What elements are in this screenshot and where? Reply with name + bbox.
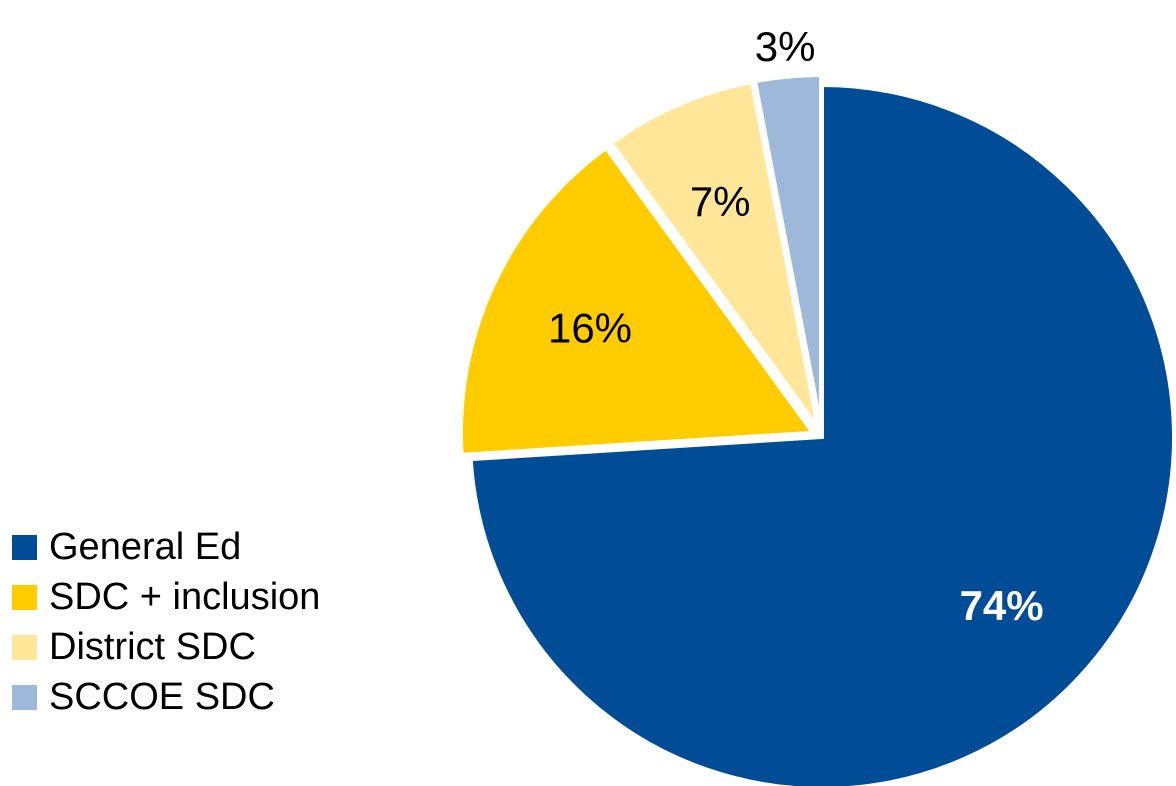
pie-slice-sdc-inclusion [459,145,817,457]
legend-item-sdc-inclusion: SDC + inclusion [12,572,320,622]
data-label-sccoe-sdc: 3% [755,23,816,70]
legend-label: SCCOE SDC [49,676,275,718]
legend-swatch [12,534,37,560]
legend-swatch [12,634,37,660]
legend-label: SDC + inclusion [49,576,321,618]
data-label-sdc-inclusion: 16% [548,304,632,351]
legend-item-sccoe-sdc: SCCOE SDC [12,672,320,722]
legend-swatch [12,684,37,710]
pie-slice-district-sdc [608,79,820,429]
legend-swatch [12,584,37,610]
legend-label: General Ed [49,526,242,568]
chart-legend: General Ed SDC + inclusion District SDC … [12,522,320,722]
legend-item-general-ed: General Ed [12,522,320,572]
pie-slice-sccoe-sdc [752,73,824,428]
legend-item-district-sdc: District SDC [12,622,320,672]
data-label-district-sdc: 7% [690,178,751,225]
data-label-general-ed: 74% [960,582,1044,629]
legend-label: District SDC [49,626,256,668]
pie-slice-general-ed [468,82,1176,786]
